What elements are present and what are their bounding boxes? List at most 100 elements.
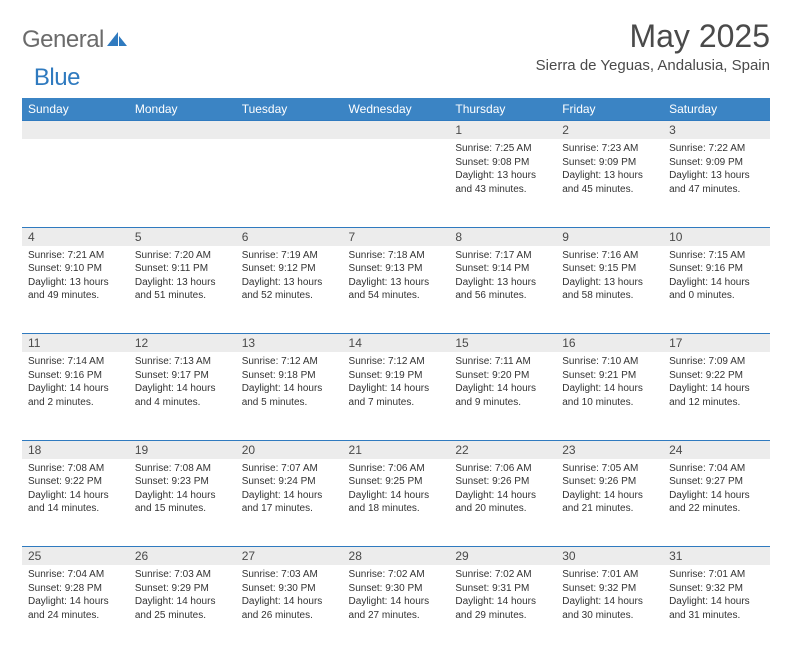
daylight-line-1: Daylight: 14 hours — [135, 382, 230, 396]
day-number: 13 — [236, 334, 343, 352]
sunset-line: Sunset: 9:22 PM — [669, 369, 764, 383]
day-cell: Sunrise: 7:06 AMSunset: 9:26 PMDaylight:… — [449, 459, 556, 547]
daylight-line-1: Daylight: 14 hours — [349, 489, 444, 503]
daynum-cell: 17 — [663, 334, 770, 353]
daynum-cell: 20 — [236, 440, 343, 459]
daylight-line-2: and 43 minutes. — [455, 183, 550, 197]
location: Sierra de Yeguas, Andalusia, Spain — [536, 57, 770, 74]
week-row: Sunrise: 7:08 AMSunset: 9:22 PMDaylight:… — [22, 459, 770, 547]
daylight-line-1: Daylight: 14 hours — [562, 489, 657, 503]
day-number: 25 — [22, 547, 129, 565]
day-cell: Sunrise: 7:10 AMSunset: 9:21 PMDaylight:… — [556, 352, 663, 440]
day-cell: Sunrise: 7:09 AMSunset: 9:22 PMDaylight:… — [663, 352, 770, 440]
day-number: 31 — [663, 547, 770, 565]
daylight-line-1: Daylight: 14 hours — [135, 595, 230, 609]
day-details: Sunrise: 7:05 AMSunset: 9:26 PMDaylight:… — [556, 459, 663, 520]
daynum-cell: 8 — [449, 227, 556, 246]
sunrise-line: Sunrise: 7:17 AM — [455, 249, 550, 263]
weekday-header: Saturday — [663, 98, 770, 121]
day-number: 19 — [129, 441, 236, 459]
day-number: 14 — [343, 334, 450, 352]
daylight-line-1: Daylight: 14 hours — [455, 595, 550, 609]
daynum-cell: 28 — [343, 547, 450, 566]
sunset-line: Sunset: 9:28 PM — [28, 582, 123, 596]
sunset-line: Sunset: 9:11 PM — [135, 262, 230, 276]
sunset-line: Sunset: 9:26 PM — [455, 475, 550, 489]
daylight-line-2: and 51 minutes. — [135, 289, 230, 303]
daynum-cell: 12 — [129, 334, 236, 353]
week-row: Sunrise: 7:21 AMSunset: 9:10 PMDaylight:… — [22, 246, 770, 334]
daylight-line-2: and 20 minutes. — [455, 502, 550, 516]
day-number: 26 — [129, 547, 236, 565]
sunset-line: Sunset: 9:13 PM — [349, 262, 444, 276]
day-cell: Sunrise: 7:21 AMSunset: 9:10 PMDaylight:… — [22, 246, 129, 334]
sunrise-line: Sunrise: 7:01 AM — [669, 568, 764, 582]
day-number — [129, 121, 236, 139]
daynum-cell: 14 — [343, 334, 450, 353]
sunset-line: Sunset: 9:31 PM — [455, 582, 550, 596]
daylight-line-2: and 2 minutes. — [28, 396, 123, 410]
daynum-cell — [343, 121, 450, 140]
day-cell: Sunrise: 7:08 AMSunset: 9:22 PMDaylight:… — [22, 459, 129, 547]
day-number: 22 — [449, 441, 556, 459]
day-number: 24 — [663, 441, 770, 459]
daynum-cell: 13 — [236, 334, 343, 353]
sunrise-line: Sunrise: 7:10 AM — [562, 355, 657, 369]
daylight-line-2: and 10 minutes. — [562, 396, 657, 410]
day-details: Sunrise: 7:09 AMSunset: 9:22 PMDaylight:… — [663, 352, 770, 413]
day-number: 4 — [22, 228, 129, 246]
day-number — [22, 121, 129, 139]
daylight-line-1: Daylight: 14 hours — [28, 595, 123, 609]
daylight-line-1: Daylight: 13 hours — [562, 169, 657, 183]
day-cell: Sunrise: 7:22 AMSunset: 9:09 PMDaylight:… — [663, 139, 770, 227]
sunset-line: Sunset: 9:09 PM — [669, 156, 764, 170]
day-details: Sunrise: 7:14 AMSunset: 9:16 PMDaylight:… — [22, 352, 129, 413]
day-cell: Sunrise: 7:01 AMSunset: 9:32 PMDaylight:… — [663, 565, 770, 653]
daylight-line-2: and 9 minutes. — [455, 396, 550, 410]
weekday-header: Sunday — [22, 98, 129, 121]
day-cell: Sunrise: 7:17 AMSunset: 9:14 PMDaylight:… — [449, 246, 556, 334]
sunset-line: Sunset: 9:32 PM — [562, 582, 657, 596]
daynum-cell: 15 — [449, 334, 556, 353]
day-cell — [22, 139, 129, 227]
day-number: 2 — [556, 121, 663, 139]
day-details: Sunrise: 7:23 AMSunset: 9:09 PMDaylight:… — [556, 139, 663, 200]
daylight-line-2: and 14 minutes. — [28, 502, 123, 516]
weekday-header: Thursday — [449, 98, 556, 121]
sunset-line: Sunset: 9:19 PM — [349, 369, 444, 383]
sunset-line: Sunset: 9:08 PM — [455, 156, 550, 170]
sunrise-line: Sunrise: 7:06 AM — [455, 462, 550, 476]
sunset-line: Sunset: 9:14 PM — [455, 262, 550, 276]
day-details: Sunrise: 7:13 AMSunset: 9:17 PMDaylight:… — [129, 352, 236, 413]
sunset-line: Sunset: 9:32 PM — [669, 582, 764, 596]
sunrise-line: Sunrise: 7:03 AM — [242, 568, 337, 582]
day-cell: Sunrise: 7:12 AMSunset: 9:18 PMDaylight:… — [236, 352, 343, 440]
day-number: 7 — [343, 228, 450, 246]
day-cell — [129, 139, 236, 227]
sunrise-line: Sunrise: 7:12 AM — [242, 355, 337, 369]
daynum-cell: 19 — [129, 440, 236, 459]
calendar-page: General May 2025 Sierra de Yeguas, Andal… — [0, 0, 792, 671]
daynum-cell: 16 — [556, 334, 663, 353]
sunrise-line: Sunrise: 7:25 AM — [455, 142, 550, 156]
sunrise-line: Sunrise: 7:03 AM — [135, 568, 230, 582]
weekday-header: Tuesday — [236, 98, 343, 121]
day-details: Sunrise: 7:12 AMSunset: 9:19 PMDaylight:… — [343, 352, 450, 413]
day-cell: Sunrise: 7:01 AMSunset: 9:32 PMDaylight:… — [556, 565, 663, 653]
daylight-line-2: and 26 minutes. — [242, 609, 337, 623]
day-number: 20 — [236, 441, 343, 459]
daylight-line-1: Daylight: 13 hours — [455, 169, 550, 183]
daylight-line-1: Daylight: 14 hours — [349, 382, 444, 396]
daylight-line-1: Daylight: 14 hours — [455, 489, 550, 503]
day-number: 16 — [556, 334, 663, 352]
day-number — [236, 121, 343, 139]
sunrise-line: Sunrise: 7:23 AM — [562, 142, 657, 156]
sail-icon — [106, 31, 128, 49]
daynum-cell: 5 — [129, 227, 236, 246]
daylight-line-1: Daylight: 14 hours — [455, 382, 550, 396]
day-details: Sunrise: 7:01 AMSunset: 9:32 PMDaylight:… — [556, 565, 663, 626]
daynum-cell: 23 — [556, 440, 663, 459]
day-details: Sunrise: 7:04 AMSunset: 9:28 PMDaylight:… — [22, 565, 129, 626]
daynum-cell: 31 — [663, 547, 770, 566]
daylight-line-1: Daylight: 13 hours — [562, 276, 657, 290]
